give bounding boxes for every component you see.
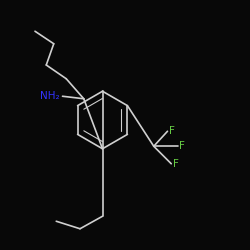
Text: F: F	[179, 141, 184, 151]
Text: NH₂: NH₂	[40, 91, 60, 101]
Text: F: F	[172, 159, 178, 169]
Text: F: F	[169, 126, 174, 136]
